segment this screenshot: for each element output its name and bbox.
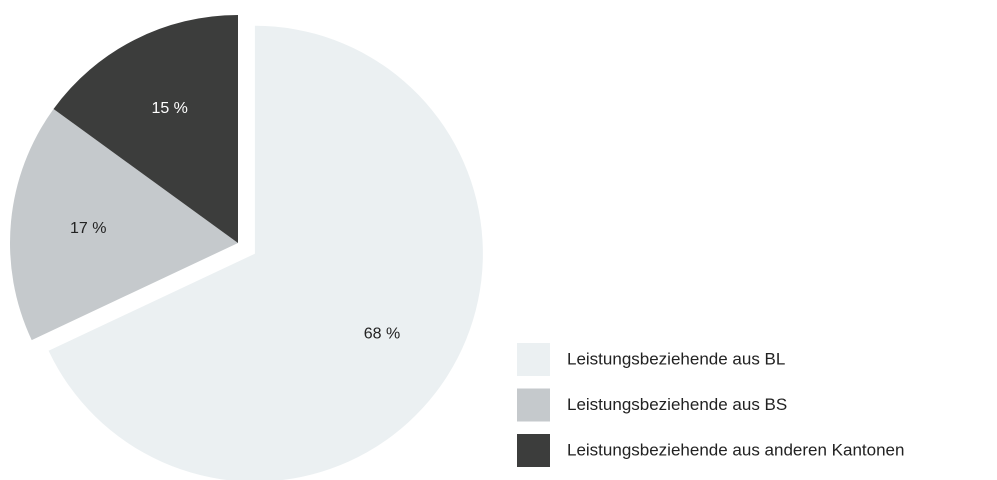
value-label: 17 %	[70, 220, 106, 237]
pie-slice	[10, 108, 238, 341]
legend-swatch	[517, 434, 550, 467]
legend-label: Leistungsbeziehende aus anderen Kantonen	[567, 440, 904, 459]
value-label: 15 %	[151, 100, 187, 117]
pie-slice	[48, 25, 483, 480]
pie-slice	[53, 15, 238, 243]
legend-swatch	[517, 388, 550, 422]
legend-label: Leistungsbeziehende aus BS	[567, 395, 787, 414]
legend-swatch	[517, 343, 550, 376]
value-label: 68 %	[364, 326, 400, 343]
legend-label: Leistungsbeziehende aus BL	[567, 349, 785, 368]
